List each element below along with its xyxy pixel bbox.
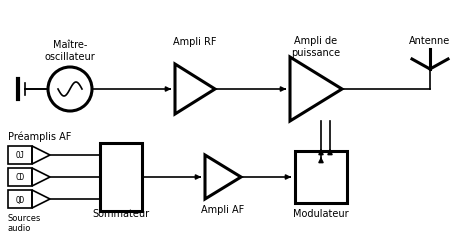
Bar: [8, 190, 32, 208]
Text: Maître-
oscillateur: Maître- oscillateur: [45, 40, 95, 61]
Bar: [8, 168, 32, 186]
Text: Ampli RF: Ampli RF: [173, 37, 217, 47]
Text: Ampli de
puissance: Ampli de puissance: [291, 36, 341, 57]
Text: Sommateur: Sommateur: [93, 208, 150, 218]
Bar: [100, 143, 142, 211]
Text: Antenne: Antenne: [409, 36, 451, 46]
Bar: [295, 151, 347, 203]
Bar: [8, 146, 32, 164]
Text: Préamplis AF: Préamplis AF: [8, 131, 71, 141]
Text: Ampli AF: Ampli AF: [202, 204, 244, 214]
Text: Modulateur: Modulateur: [293, 208, 349, 218]
Text: CD: CD: [16, 173, 25, 182]
Text: QD: QD: [16, 195, 25, 204]
Text: Sources
audio: Sources audio: [8, 213, 42, 233]
Text: OJ: OJ: [16, 151, 25, 160]
